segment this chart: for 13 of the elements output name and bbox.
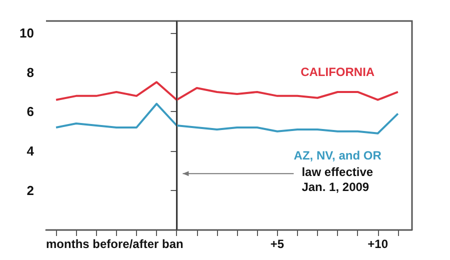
y-tick-label: 10 [20,25,34,40]
x-axis-title: months before/after ban [46,237,184,251]
annotation: law effective Jan. 1, 2009 [302,165,374,194]
y-tick-label: 4 [26,144,35,159]
series-label: AZ, NV, and OR [294,148,382,162]
line-series [55,81,399,101]
y-tick-label: 8 [26,64,34,80]
y-tick-label: 6 [26,104,34,120]
series-label: CALIFORNIA [300,64,375,79]
line-series [55,102,399,134]
x-tick-label: +5 [270,237,284,251]
x-tick-label: +10 [368,237,388,251]
y-tick-label: 2 [26,183,34,198]
